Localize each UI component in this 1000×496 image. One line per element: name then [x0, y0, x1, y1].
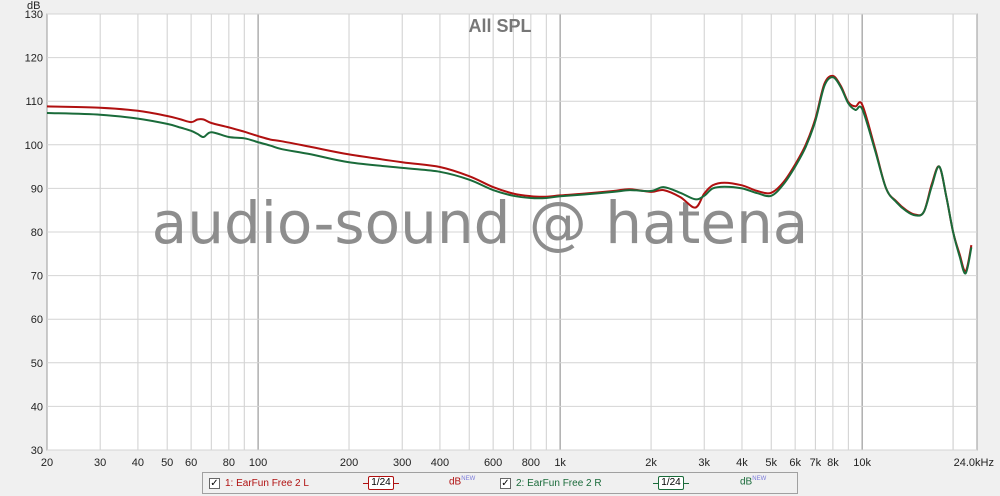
legend-2-db-text: dB [740, 476, 753, 488]
x-tick-label: 100 [249, 457, 267, 469]
x-tick-label: 80 [223, 457, 235, 469]
y-tick-label: 50 [31, 358, 43, 370]
x-tick-label: 60 [185, 457, 197, 469]
y-tick-label: 70 [31, 271, 43, 283]
x-tick-label: 40 [132, 457, 144, 469]
y-tick-label: 130 [25, 9, 43, 21]
x-tick-label: 24.0kHz [954, 457, 994, 469]
x-tick-label: 2k [645, 457, 657, 469]
y-tick-label: 30 [31, 445, 43, 457]
y-tick-label: 100 [25, 140, 43, 152]
legend-2-smoothing[interactable]: 1/24 [658, 476, 684, 490]
y-tick-label: 80 [31, 227, 43, 239]
x-tick-labels: 20 30 40 50 60 80 100 200 300 400 600 800 1k 2k 3k 4k 5k… [41, 457, 994, 469]
legend-1-label: 1: EarFun Free 2 L [225, 477, 309, 489]
x-tick-label: 600 [484, 457, 502, 469]
y-tick-label: 90 [31, 183, 43, 195]
x-tick-label: 7k [810, 457, 822, 469]
x-tick-label: 30 [94, 457, 106, 469]
legend-2-db-sup: NEW [752, 476, 767, 482]
y-tick-label: 110 [25, 96, 43, 108]
x-tick-label: 20 [41, 457, 53, 469]
x-tick-label: 200 [340, 457, 358, 469]
x-tick-label: 5k [765, 457, 777, 469]
legend-1-checkbox[interactable]: ✓ [209, 477, 220, 489]
x-tick-label: 300 [393, 457, 411, 469]
y-tick-label: 120 [25, 53, 43, 65]
legend-item-2: ✓ 2: EarFun Free 2 R [500, 475, 602, 491]
x-tick-label: 400 [431, 457, 449, 469]
legend-1-db-sup: NEW [461, 476, 476, 482]
y-axis-label: dB [27, 0, 40, 12]
legend-2-checkbox[interactable]: ✓ [500, 477, 511, 489]
legend-1-smoothing[interactable]: 1/24 [368, 476, 394, 490]
x-tick-label: 8k [827, 457, 839, 469]
chart-title: All SPL [468, 16, 531, 36]
legend-2-label: 2: EarFun Free 2 R [516, 477, 602, 489]
legend-2-db[interactable]: dBNEW [740, 476, 766, 487]
series-line-2 [46, 76, 973, 275]
legend-1-db-text: dB [449, 476, 462, 488]
legend-1-db[interactable]: dBNEW [449, 476, 475, 487]
x-tick-label: 50 [161, 457, 173, 469]
y-tick-labels: 30 40 50 60 70 80 90 100 110 120 130 [25, 9, 43, 457]
series-lines [46, 74, 973, 275]
watermark-text: audio-sound @ hatena [152, 189, 809, 257]
x-tick-label: 10k [853, 457, 871, 469]
legend: ✓ 1: EarFun Free 2 L 1/24 dBNEW ✓ 2: Ear… [202, 472, 798, 494]
x-tick-label: 4k [736, 457, 748, 469]
y-tick-label: 60 [31, 314, 43, 326]
x-tick-label: 800 [522, 457, 540, 469]
legend-item-1: ✓ 1: EarFun Free 2 L [209, 475, 309, 491]
x-tick-label: 3k [698, 457, 710, 469]
y-tick-label: 40 [31, 401, 43, 413]
x-tick-label: 6k [789, 457, 801, 469]
grid [47, 13, 977, 451]
chart-area: audio-sound @ hatena All SPL dB 30 40 50 60… [25, 0, 994, 469]
x-tick-label: 1k [554, 457, 566, 469]
